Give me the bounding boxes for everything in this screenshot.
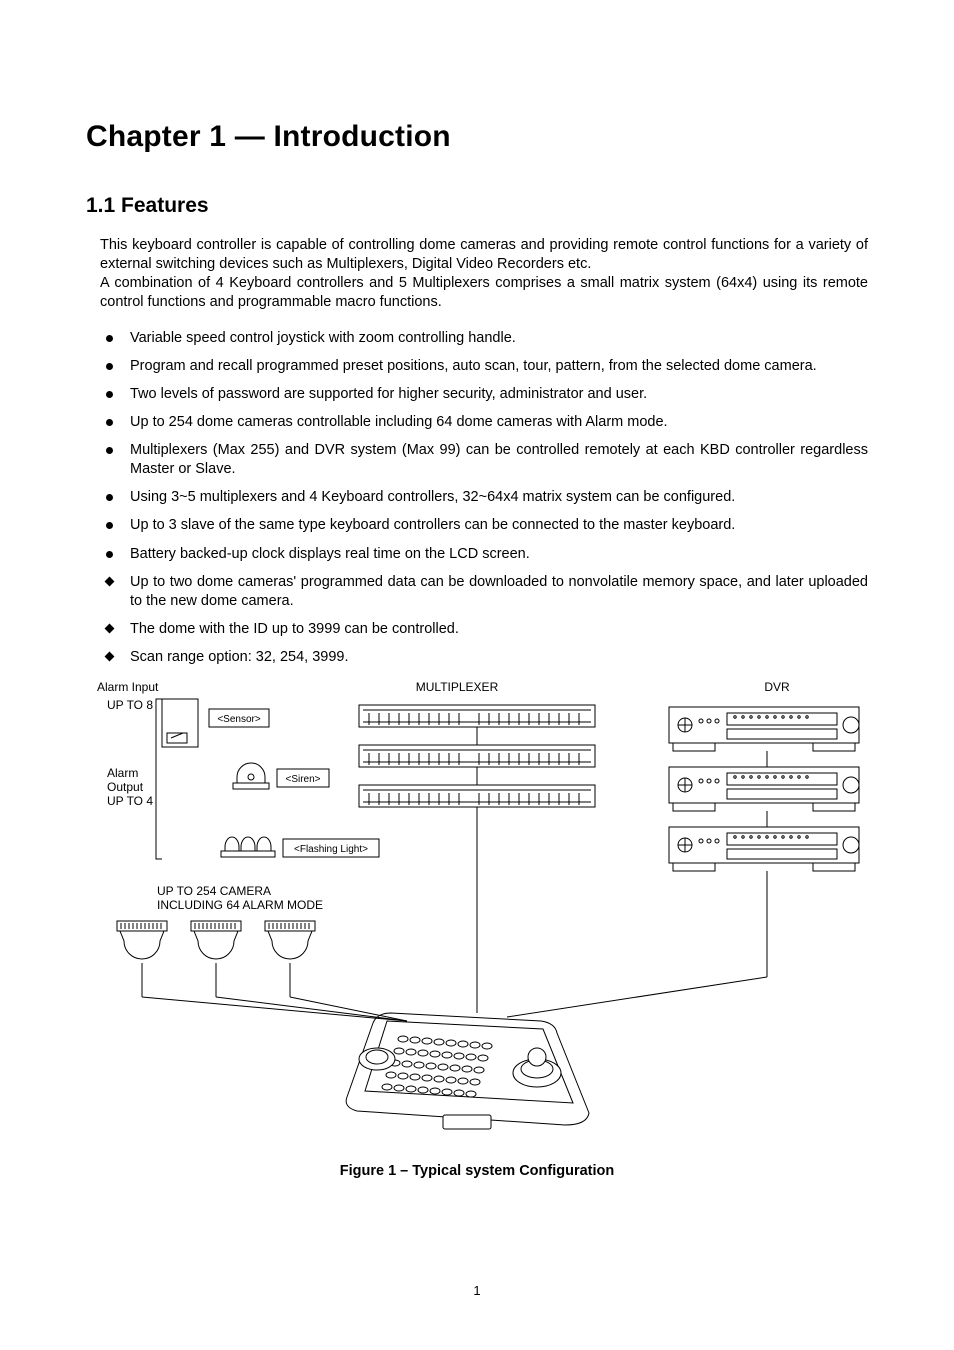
label-alarm-output-2: Output: [107, 780, 144, 794]
system-config-diagram: Alarm Input MULTIPLEXER DVR UP TO 8 <Sen…: [87, 677, 867, 1157]
hdr-dvr: DVR: [764, 680, 790, 694]
hdr-multiplexer: MULTIPLEXER: [416, 680, 499, 694]
chapter-title: Chapter 1 — Introduction: [86, 120, 868, 154]
list-item: Battery backed-up clock displays real ti…: [100, 545, 868, 564]
list-item: Up to 3 slave of the same type keyboard …: [100, 516, 868, 535]
siren-icon: [233, 763, 269, 789]
list-item: The dome with the ID up to 3999 can be c…: [100, 620, 868, 639]
list-item: Two levels of password are supported for…: [100, 385, 868, 404]
list-item: Multiplexers (Max 255) and DVR system (M…: [100, 441, 868, 479]
page-number: 1: [0, 1283, 954, 1298]
label-alarm-output-1: Alarm: [107, 766, 138, 780]
multiplexer-rack-icon: [359, 705, 595, 807]
figure-caption: Figure 1 – Typical system Configuration: [86, 1163, 868, 1179]
switch-icon: [167, 733, 187, 743]
keyboard-controller-icon: [346, 1013, 589, 1129]
figure-wrap: Alarm Input MULTIPLEXER DVR UP TO 8 <Sen…: [86, 677, 868, 1179]
list-item: Using 3~5 multiplexers and 4 Keyboard co…: [100, 488, 868, 507]
label-alarm-output-3: UP TO 4: [107, 794, 153, 808]
hdr-alarm-input: Alarm Input: [97, 680, 159, 694]
list-item: Up to two dome cameras' programmed data …: [100, 573, 868, 611]
feature-list: Variable speed control joystick with zoo…: [100, 329, 868, 668]
label-flashing: <Flashing Light>: [294, 844, 368, 855]
bracket-icon: [156, 699, 162, 859]
label-cameras-1: UP TO 254 CAMERA: [157, 884, 271, 898]
intro-paragraph: This keyboard controller is capable of c…: [100, 236, 868, 313]
label-up-to-8: UP TO 8: [107, 698, 153, 712]
page: Chapter 1 — Introduction 1.1 Features Th…: [0, 0, 954, 1350]
label-siren: <Siren>: [285, 774, 320, 785]
list-item: Up to 254 dome cameras controllable incl…: [100, 413, 868, 432]
section-title: 1.1 Features: [86, 194, 868, 218]
label-sensor: <Sensor>: [217, 714, 261, 725]
flashing-light-icon: [221, 837, 275, 857]
list-item: Scan range option: 32, 254, 3999.: [100, 648, 868, 667]
list-item: Program and recall programmed preset pos…: [100, 357, 868, 376]
list-item: Variable speed control joystick with zoo…: [100, 329, 868, 348]
label-cameras-2: INCLUDING 64 ALARM MODE: [157, 898, 323, 912]
dome-camera-icon: [117, 921, 315, 959]
